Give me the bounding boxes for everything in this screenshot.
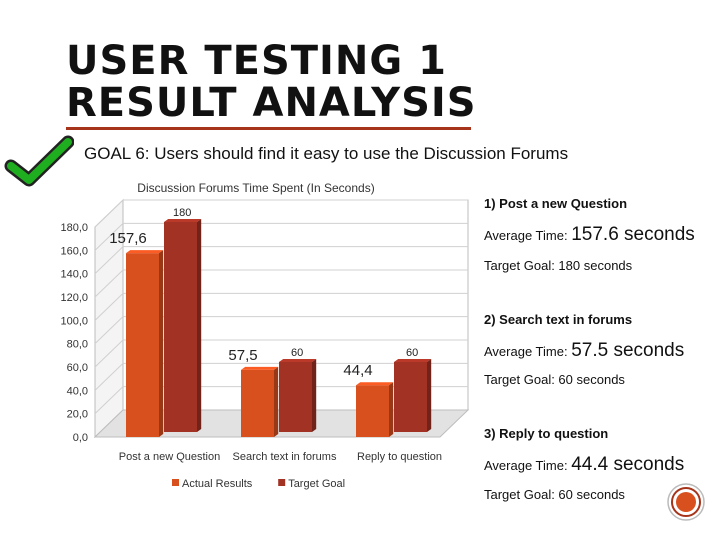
- result-1-target: Target Goal: 180 seconds: [484, 258, 633, 273]
- legend-swatch: [172, 479, 179, 486]
- data-label: 60: [406, 347, 418, 359]
- gridline: [94, 222, 468, 251]
- result-3-target: Target Goal: 60 seconds: [484, 487, 625, 502]
- slide-title-line-1: USER TESTING 1: [66, 38, 447, 84]
- result-2-average-value: 57.5 seconds: [571, 340, 685, 361]
- chart-title: Discussion Forums Time Spent (In Seconds…: [137, 181, 374, 195]
- y-tick-label: 40,0: [67, 385, 88, 397]
- data-label: 180: [173, 207, 191, 219]
- y-tick-label: 160,0: [60, 245, 88, 257]
- gridline: [94, 362, 468, 391]
- y-tick-label: 140,0: [60, 269, 88, 281]
- gridline: [94, 199, 468, 228]
- bar-target-2: [279, 359, 317, 432]
- result-3-average-value: 44.4 seconds: [571, 454, 685, 475]
- gridline: [94, 339, 468, 368]
- y-tick-label: 120,0: [60, 292, 88, 304]
- x-tick-label: Reply to question: [357, 451, 442, 463]
- result-3-average: Average Time: 44.4 seconds: [484, 454, 684, 476]
- gridline: [94, 246, 468, 275]
- result-1-average: Average Time: 157.6 seconds: [484, 224, 695, 246]
- result-1-average-label: Average Time:: [484, 228, 568, 243]
- y-tick-label: 100,0: [60, 315, 88, 327]
- data-label: 57,5: [228, 347, 257, 364]
- bar-chart: 0,0 20,0 40,0 60,0 80,0 100,0 120,0 140,0 160,0 1…: [60, 181, 470, 490]
- data-label: 60: [291, 347, 303, 359]
- result-2-target: Target Goal: 60 seconds: [484, 372, 625, 387]
- bar-actual-3: [356, 382, 394, 437]
- circle-badge-icon: [667, 483, 705, 521]
- result-1-heading: 1) Post a new Question: [484, 196, 628, 211]
- legend-swatch: [278, 479, 286, 486]
- result-2-average: Average Time: 57.5 seconds: [484, 340, 684, 362]
- slide-title: USER TESTING 1 RESULT ANALYSIS: [66, 40, 477, 124]
- y-tick-label: 80,0: [67, 339, 88, 351]
- x-tick-label: Post a new Question: [119, 451, 221, 463]
- legend-label: Actual Results: [182, 478, 253, 490]
- gridline: [94, 386, 468, 415]
- result-2-heading: 2) Search text in forums: [484, 312, 633, 327]
- result-3-average-label: Average Time:: [484, 458, 568, 473]
- checkmark-icon: [4, 135, 74, 187]
- title-underline: [66, 127, 471, 130]
- data-label: 44,4: [343, 362, 372, 379]
- bar-actual-2: [241, 366, 279, 437]
- y-tick-label: 20,0: [67, 409, 88, 421]
- x-tick-label: Search text in forums: [233, 451, 337, 463]
- y-tick-label: 60,0: [67, 362, 88, 374]
- result-2-average-label: Average Time:: [484, 344, 568, 359]
- bar-target-1: [164, 219, 202, 432]
- y-tick-label: 180,0: [60, 222, 88, 234]
- gridline: [94, 292, 468, 321]
- goal-statement: GOAL 6: Users should find it easy to use…: [84, 144, 569, 163]
- gridline: [94, 316, 468, 345]
- slide-title-line-2: RESULT ANALYSIS: [66, 80, 477, 126]
- legend-label: Target Goal: [288, 478, 345, 490]
- result-3-heading: 3) Reply to question: [484, 426, 609, 441]
- data-label: 157,6: [109, 230, 147, 247]
- bar-target-3: [394, 359, 432, 432]
- gridline: [94, 269, 468, 298]
- bar-actual-1: [126, 250, 164, 437]
- y-tick-label: 0,0: [73, 432, 88, 444]
- result-1-average-value: 157.6 seconds: [571, 224, 695, 245]
